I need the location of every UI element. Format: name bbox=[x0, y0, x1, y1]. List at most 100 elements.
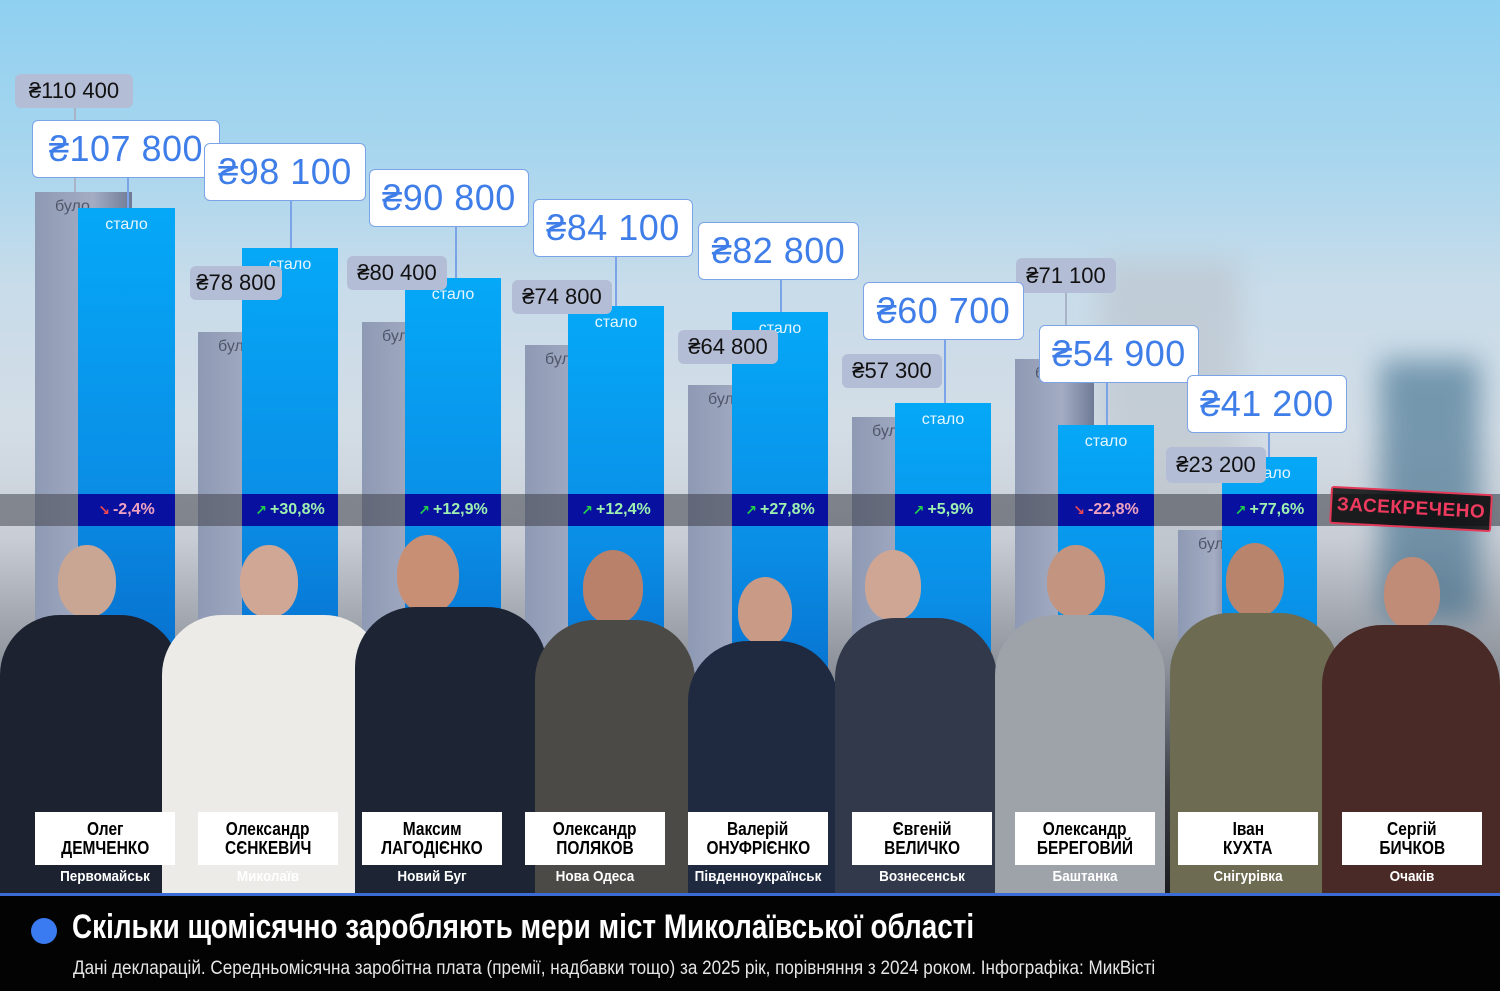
page-title: Скільки щомісячно заробляють мери міст М… bbox=[72, 908, 975, 946]
mayor-name-2: Олександр СЄНКЕВИЧ bbox=[198, 812, 338, 865]
change-badge-2: ↗ +30,8% bbox=[242, 494, 338, 526]
last-name: СЄНКЕВИЧ bbox=[224, 837, 312, 858]
city-label-8: Снігурівка bbox=[1213, 868, 1283, 885]
connector-line bbox=[127, 176, 129, 208]
value-after-7: ₴54 900 bbox=[1039, 325, 1199, 383]
value-after-6: ₴60 700 bbox=[863, 282, 1024, 340]
connector-line bbox=[780, 279, 782, 312]
value-before-4: ₴74 800 bbox=[512, 280, 612, 314]
last-name: ДЕМЧЕНКО bbox=[60, 837, 150, 858]
bullet-dot-icon bbox=[31, 918, 57, 944]
last-name: ЛАГОДІЄНКО bbox=[381, 837, 483, 858]
bar-after-label: стало bbox=[594, 314, 638, 331]
first-name: Євгеній bbox=[892, 818, 952, 839]
value-after-4: ₴84 100 bbox=[533, 199, 693, 257]
connector-line bbox=[1106, 382, 1108, 425]
value-after-2: ₴98 100 bbox=[204, 143, 366, 201]
change-value: -2,4% bbox=[112, 501, 155, 518]
last-name: ОНУФРІЄНКО bbox=[706, 837, 810, 858]
bar-after-label: стало bbox=[1084, 433, 1128, 450]
bar-after-label: стало bbox=[105, 216, 148, 233]
bar-after-label: стало bbox=[921, 411, 965, 428]
first-name: Олександр bbox=[553, 818, 637, 839]
trend-up-icon: ↗ bbox=[745, 501, 757, 518]
last-name: ПОЛЯКОВ bbox=[556, 837, 634, 858]
first-name: Сергій bbox=[1387, 818, 1437, 839]
city-label-1: Первомайськ bbox=[60, 868, 150, 885]
mayor-name-1: Олег ДЕМЧЕНКО bbox=[35, 812, 175, 865]
first-name: Олександр bbox=[1043, 818, 1127, 839]
connector-line bbox=[455, 226, 457, 278]
value-after-5: ₴82 800 bbox=[698, 222, 859, 280]
trend-down-icon: ↘ bbox=[1073, 501, 1086, 518]
value-after-3: ₴90 800 bbox=[369, 169, 529, 227]
mayor-name-5: Валерій ОНУФРІЄНКО bbox=[688, 812, 828, 865]
last-name: ВЕЛИЧКО bbox=[884, 837, 960, 858]
value-before-1: ₴110 400 bbox=[15, 74, 133, 108]
head bbox=[397, 535, 459, 613]
city-label-2: Миколаїв bbox=[236, 868, 300, 885]
change-value: +77,6% bbox=[1249, 501, 1305, 518]
caption-footer: Скільки щомісячно заробляють мери міст М… bbox=[0, 893, 1500, 991]
head bbox=[738, 577, 792, 645]
city-label-3: Новий Буг bbox=[397, 868, 467, 885]
trend-up-icon: ↗ bbox=[418, 501, 430, 518]
connector-line bbox=[1268, 432, 1270, 457]
first-name: Олександр bbox=[226, 818, 310, 839]
value-before-5: ₴64 800 bbox=[678, 330, 778, 364]
change-value: +12,9% bbox=[433, 501, 488, 518]
change-badge-3: ↗ +12,9% bbox=[405, 494, 501, 526]
city-label-6: Вознесенськ bbox=[879, 868, 965, 885]
connector-line bbox=[290, 200, 292, 248]
connector-line bbox=[944, 339, 946, 403]
mayor-name-9: Сергій БИЧКОВ bbox=[1342, 812, 1482, 865]
change-badge-1: ↘ -2,4% bbox=[78, 494, 175, 526]
change-value: +27,8% bbox=[760, 501, 815, 518]
change-value: -22,8% bbox=[1088, 501, 1139, 518]
value-before-3: ₴80 400 bbox=[347, 256, 447, 290]
page-subtitle: Дані декларацій. Середньомісячна заробіт… bbox=[73, 958, 1156, 979]
change-value: +5,9% bbox=[927, 501, 974, 518]
head bbox=[58, 545, 116, 617]
head bbox=[240, 545, 298, 617]
value-before-6: ₴57 300 bbox=[842, 354, 942, 388]
trend-up-icon: ↗ bbox=[912, 501, 925, 518]
value-before-8: ₴23 200 bbox=[1166, 447, 1266, 483]
first-name: Іван bbox=[1232, 818, 1264, 839]
value-before-7: ₴71 100 bbox=[1016, 258, 1116, 293]
city-label-9: Очаків bbox=[1389, 868, 1435, 885]
mayor-name-8: Іван КУХТА bbox=[1178, 812, 1318, 865]
head bbox=[583, 550, 643, 624]
head bbox=[1384, 557, 1440, 629]
trend-up-icon: ↗ bbox=[1234, 501, 1247, 518]
change-badge-4: ↗ +12,4% bbox=[568, 494, 664, 526]
mayor-name-7: Олександр БЕРЕГОВИЙ bbox=[1015, 812, 1155, 865]
change-value: +12,4% bbox=[596, 501, 651, 518]
change-badge-7: ↘ -22,8% bbox=[1058, 494, 1154, 526]
last-name: БИЧКОВ bbox=[1379, 837, 1445, 858]
value-before-2: ₴78 800 bbox=[190, 266, 282, 300]
connector-line bbox=[615, 255, 617, 306]
trend-up-icon: ↗ bbox=[581, 501, 593, 518]
city-label-4: Нова Одеса bbox=[555, 868, 635, 885]
change-badge-6: ↗ +5,9% bbox=[895, 494, 991, 526]
first-name: Олег bbox=[86, 818, 124, 839]
first-name: Максим bbox=[402, 818, 462, 839]
city-label-5: Південноукраїнськ bbox=[694, 868, 822, 885]
bar-after-label: стало bbox=[431, 286, 475, 303]
head bbox=[1226, 543, 1284, 617]
change-badge-8: ↗ +77,6% bbox=[1222, 494, 1317, 526]
last-name: БЕРЕГОВИЙ bbox=[1036, 837, 1134, 858]
first-name: Валерій bbox=[727, 818, 789, 839]
mayor-name-4: Олександр ПОЛЯКОВ bbox=[525, 812, 665, 865]
head bbox=[1047, 545, 1105, 617]
change-badge-5: ↗ +27,8% bbox=[732, 494, 828, 526]
last-name: КУХТА bbox=[1223, 837, 1273, 858]
head bbox=[865, 550, 921, 620]
value-after-8: ₴41 200 bbox=[1187, 375, 1347, 433]
trend-down-icon: ↘ bbox=[98, 501, 110, 518]
value-after-1: ₴107 800 bbox=[32, 120, 220, 178]
trend-up-icon: ↗ bbox=[255, 501, 267, 518]
mayor-name-6: Євгеній ВЕЛИЧКО bbox=[852, 812, 992, 865]
city-label-7: Баштанка bbox=[1052, 868, 1118, 885]
